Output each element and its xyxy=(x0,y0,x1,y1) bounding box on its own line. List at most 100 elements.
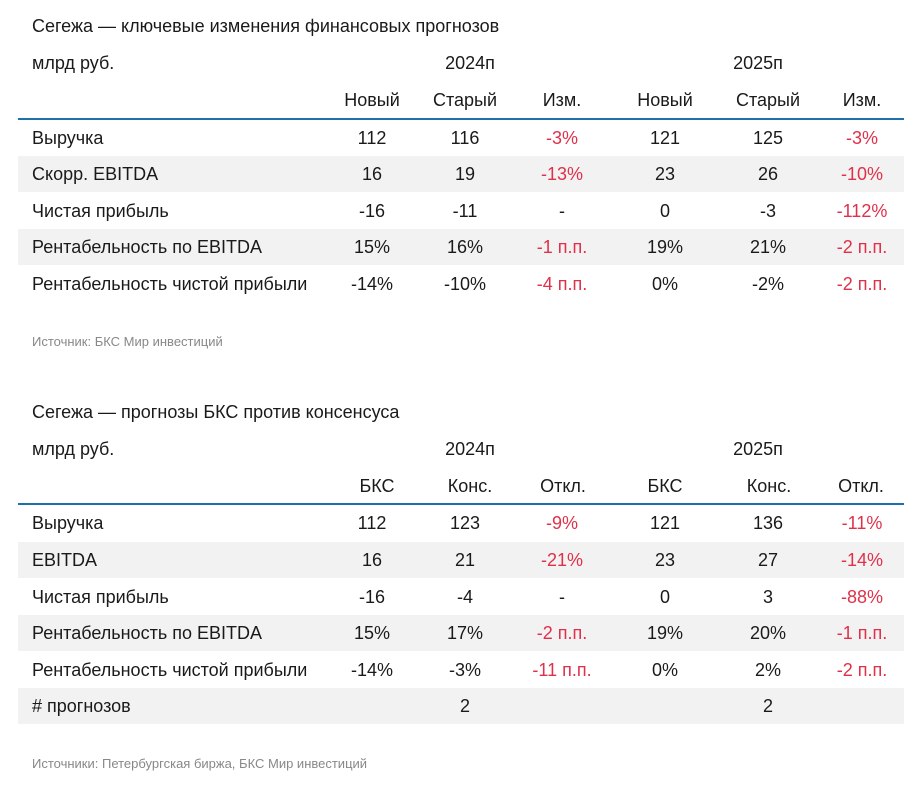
cell: -11 xyxy=(452,201,478,221)
cell: 17% xyxy=(446,623,484,643)
cell: 26 xyxy=(757,164,779,184)
column-header: Новый xyxy=(637,90,693,110)
cell xyxy=(621,688,709,724)
cell-change: -2 п.п. xyxy=(836,274,888,294)
cell-deviation: -11 п.п. xyxy=(532,660,592,680)
cell: 15% xyxy=(353,623,391,643)
cell: -16 xyxy=(358,587,385,607)
column-header: Новый xyxy=(344,90,400,110)
row-label: Выручка xyxy=(32,513,104,533)
cell-change: -1 п.п. xyxy=(536,237,588,257)
row-label: # прогнозов xyxy=(32,696,131,716)
row-label: Чистая прибыль xyxy=(32,201,169,221)
table-row: EBITDA 16 21 -21% 23 27 -14% xyxy=(18,542,904,578)
cell: 23 xyxy=(654,164,676,184)
cell: 19% xyxy=(646,237,684,257)
cell: 21% xyxy=(749,237,787,257)
column-header: Конс. xyxy=(447,476,493,496)
source-note: Источники: Петербургская биржа, БКС Мир … xyxy=(32,756,368,771)
cell-deviation: -2 п.п. xyxy=(836,660,888,680)
table-row: Чистая прибыль -16 -4 - 0 3 -88% xyxy=(18,579,904,615)
row-label: Рентабельность чистой прибыли xyxy=(32,660,308,680)
cell: 21 xyxy=(454,550,476,570)
column-header: Изм. xyxy=(842,90,882,110)
table-row: Рентабельность по EBITDA 15% 16% -1 п.п.… xyxy=(18,229,904,265)
cell: 2 xyxy=(459,696,470,716)
cell-change: -13% xyxy=(540,164,584,184)
cell: 16 xyxy=(361,550,383,570)
cell: -4 xyxy=(456,587,473,607)
column-header: Откл. xyxy=(540,476,586,496)
table-row: # прогнозов 2 2 xyxy=(18,688,904,724)
cell: -3 xyxy=(759,201,776,221)
column-header: Конс. xyxy=(746,476,792,496)
year-header-2024: 2024п xyxy=(445,439,495,459)
cell-change: -2 п.п. xyxy=(836,237,888,257)
column-header: Старый xyxy=(432,90,498,110)
cell-deviation: -2 п.п. xyxy=(536,623,588,643)
table-row: Рентабельность чистой прибыли -14% -10% … xyxy=(18,266,904,302)
cell: 0 xyxy=(659,201,670,221)
cell: 123 xyxy=(449,513,481,533)
year-header-2025: 2025п xyxy=(733,439,783,459)
cell: 16% xyxy=(446,237,484,257)
cell: 2% xyxy=(754,660,781,680)
cell: -14% xyxy=(350,274,394,294)
cell: -14% xyxy=(350,660,394,680)
row-label: Рентабельность по EBITDA xyxy=(32,237,262,257)
cell: 112 xyxy=(357,128,387,148)
cell: 20% xyxy=(749,623,787,643)
row-label: Рентабельность чистой прибыли xyxy=(32,274,308,294)
cell-change: -3% xyxy=(545,128,578,148)
cell-change: -3% xyxy=(845,128,878,148)
table-row: Рентабельность чистой прибыли -14% -3% -… xyxy=(18,652,904,688)
row-label: Скорр. EBITDA xyxy=(32,164,159,184)
row-label: Чистая прибыль xyxy=(32,587,169,607)
table-unit: млрд руб. xyxy=(32,53,115,73)
row-label: EBITDA xyxy=(32,550,98,570)
row-label: Рентабельность по EBITDA xyxy=(32,623,262,643)
column-header: Изм. xyxy=(542,90,582,110)
cell: 136 xyxy=(752,513,784,533)
cell: 0% xyxy=(651,274,678,294)
column-header: Старый xyxy=(735,90,801,110)
cell xyxy=(518,688,606,724)
cell: -10% xyxy=(443,274,487,294)
cell: 19% xyxy=(646,623,684,643)
column-header: БКС xyxy=(359,476,395,496)
table-row: Чистая прибыль -16 -11 - 0 -3 -112% xyxy=(18,193,904,229)
row-label: Выручка xyxy=(32,128,104,148)
header-rule xyxy=(18,118,904,120)
header-rule xyxy=(18,503,904,505)
column-header: Откл. xyxy=(838,476,884,496)
cell: 19 xyxy=(454,164,476,184)
source-note: Источник: БКС Мир инвестиций xyxy=(32,334,223,349)
cell: 2 xyxy=(762,696,773,716)
cell xyxy=(818,688,906,724)
table-row: Выручка 112 116 -3% 121 125 -3% xyxy=(18,120,904,156)
cell: 112 xyxy=(357,513,387,533)
column-header: БКС xyxy=(647,476,683,496)
cell-deviation: - xyxy=(559,587,565,607)
table-row: Рентабельность по EBITDA 15% 17% -2 п.п.… xyxy=(18,615,904,651)
cell-change: -10% xyxy=(840,164,884,184)
cell: -16 xyxy=(358,201,385,221)
cell: 121 xyxy=(649,513,681,533)
cell: 116 xyxy=(450,128,480,148)
cell-deviation: -1 п.п. xyxy=(836,623,888,643)
cell xyxy=(328,688,416,724)
year-header-2024: 2024п xyxy=(445,53,495,73)
table-row: Выручка 112 123 -9% 121 136 -11% xyxy=(18,505,904,541)
cell: 0% xyxy=(651,660,678,680)
cell: -2% xyxy=(751,274,784,294)
cell-change: - xyxy=(559,201,565,221)
cell-deviation: -14% xyxy=(840,550,884,570)
year-header-2025: 2025п xyxy=(733,53,783,73)
cell: 23 xyxy=(654,550,676,570)
cell: 27 xyxy=(757,550,779,570)
cell: 16 xyxy=(361,164,383,184)
cell-deviation: -88% xyxy=(840,587,884,607)
table-row: Скорр. EBITDA 16 19 -13% 23 26 -10% xyxy=(18,156,904,192)
cell-deviation: -21% xyxy=(540,550,584,570)
cell-change: -112% xyxy=(836,201,888,221)
